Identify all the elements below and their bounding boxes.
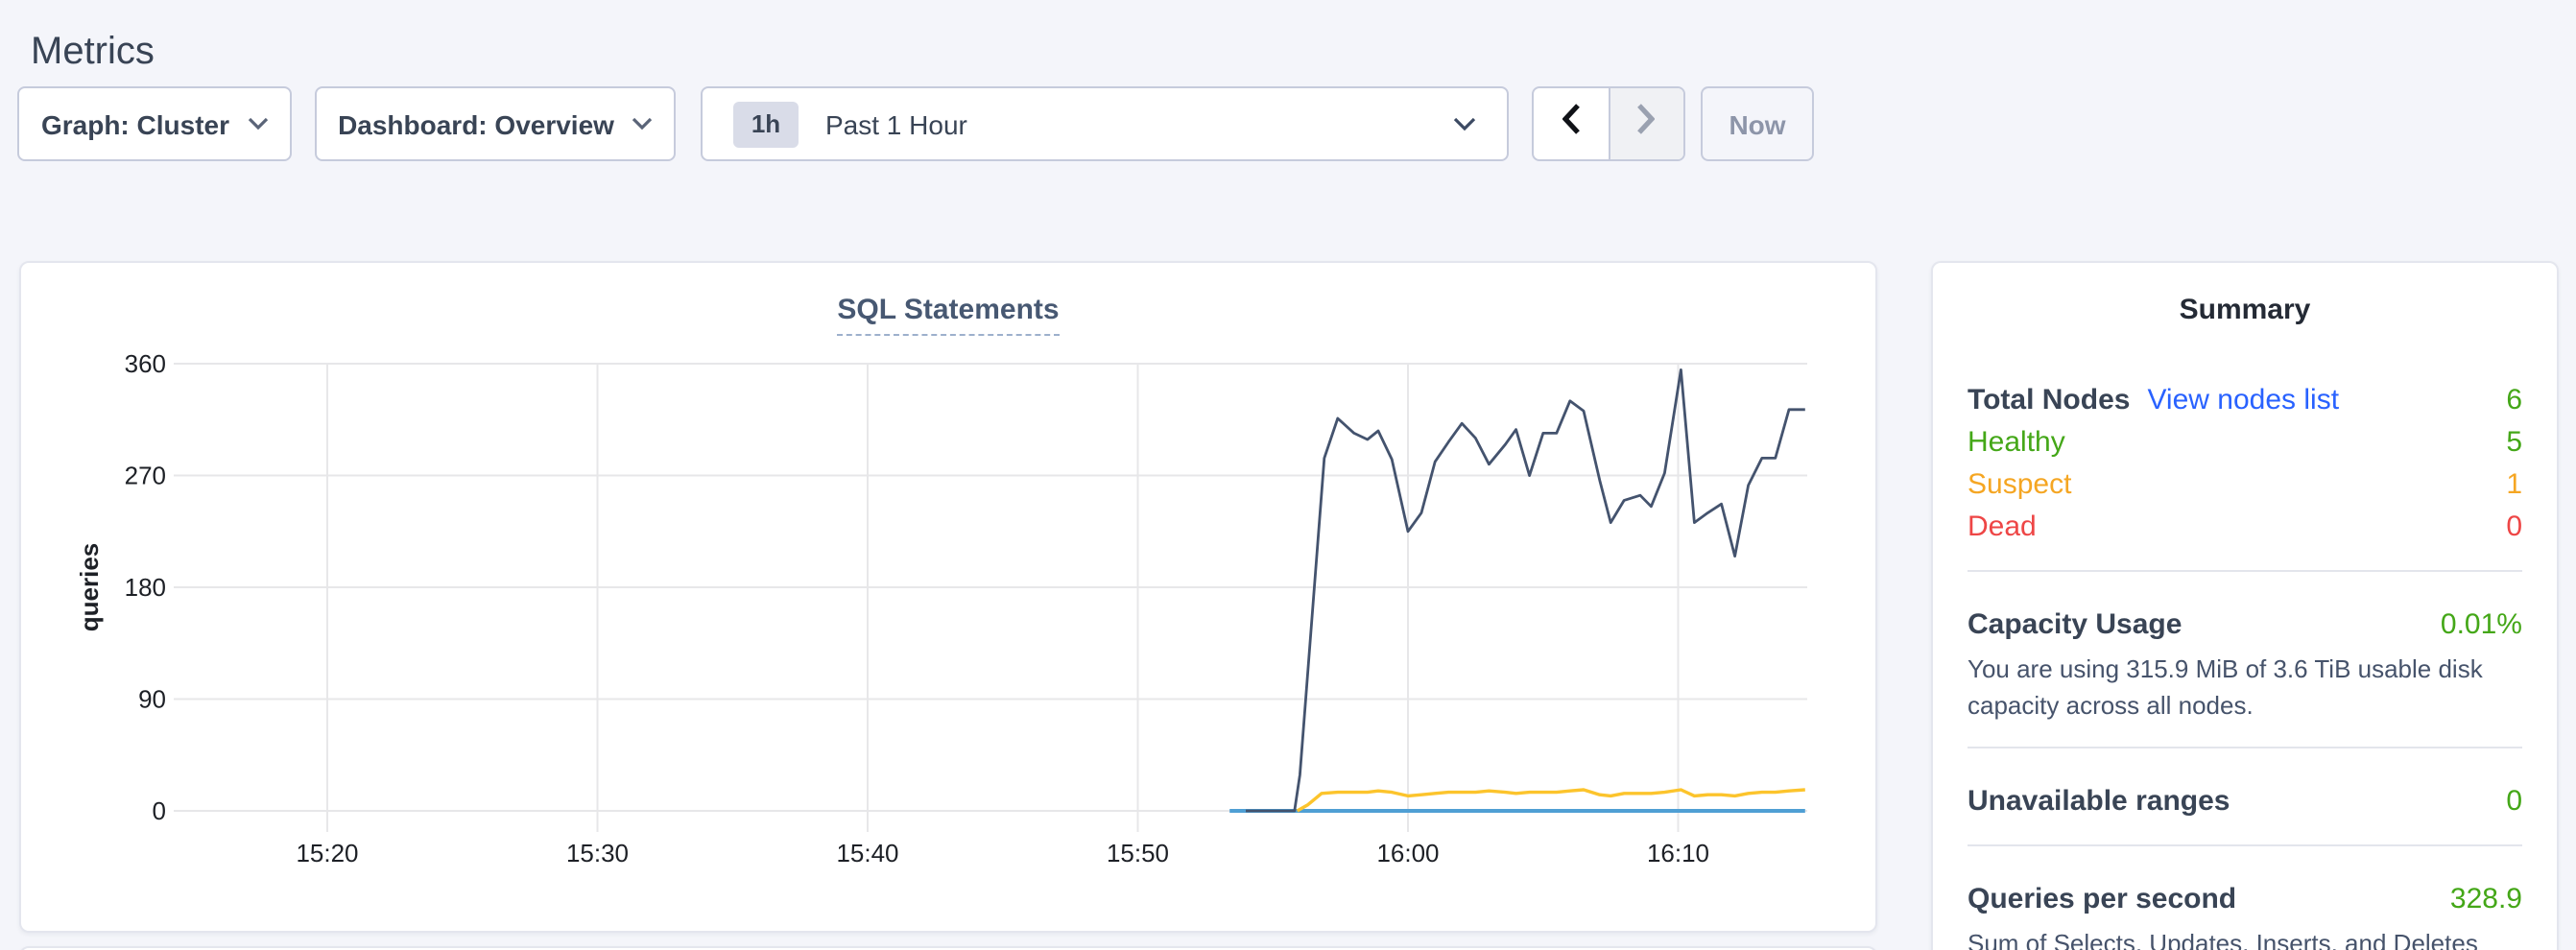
graph-scope-dropdown[interactable]: Graph: Cluster	[17, 86, 292, 161]
chevron-down-icon	[632, 117, 653, 131]
x-tick-label: 16:00	[1376, 839, 1439, 867]
view-nodes-list-link[interactable]: View nodes list	[2147, 383, 2340, 416]
chevron-right-icon	[1637, 104, 1657, 144]
y-tick-label: 90	[138, 685, 166, 714]
next-time-window-button[interactable]	[1610, 88, 1683, 159]
qps-description: Sum of Selects, Updates, Inserts, and De…	[1968, 929, 2478, 950]
total-nodes-row: Total Nodes View nodes list 6	[1968, 378, 2522, 420]
healthy-value: 5	[2506, 425, 2522, 458]
x-tick-label: 15:40	[836, 839, 898, 867]
suspect-value: 1	[2506, 467, 2522, 500]
x-tick-label: 15:20	[296, 839, 358, 867]
unavailable-ranges-row: Unavailable ranges 0	[1968, 779, 2522, 821]
qps-section: Queries per second 328.9 Sum of Selects,…	[1968, 869, 2522, 950]
summary-panel: Summary Total Nodes View nodes list 6 He…	[1931, 261, 2559, 950]
total-nodes-value: 6	[2506, 383, 2522, 416]
x-tick-label: 15:30	[566, 839, 629, 867]
time-window-label: Past 1 Hour	[825, 108, 967, 139]
unavailable-ranges-value: 0	[2506, 784, 2522, 817]
sql-statements-chart-card: 0 90 180 270 360 15:20 15:30 15:40 15:50 16:00 16:…	[19, 261, 1877, 933]
qps-label: Queries per second	[1968, 882, 2237, 914]
y-tick-label: 180	[125, 573, 166, 602]
summary-title: Summary	[2179, 294, 2311, 326]
total-nodes-label: Total Nodes	[1968, 383, 2131, 416]
healthy-nodes-row: Healthy 5	[1968, 420, 2522, 463]
healthy-label: Healthy	[1968, 425, 2065, 458]
dead-nodes-row: Dead 0	[1968, 505, 2522, 547]
y-tick-label: 270	[125, 462, 166, 490]
capacity-section: Capacity Usage 0.01% You are using 315.9…	[1968, 595, 2522, 724]
y-tick-label: 360	[125, 349, 166, 378]
now-button[interactable]: Now	[1701, 86, 1814, 161]
divider	[1968, 570, 2522, 572]
series-navy-line	[1246, 368, 1805, 813]
now-button-label: Now	[1729, 108, 1786, 139]
series-yellow-line	[1296, 788, 1805, 813]
y-tick-label: 0	[153, 796, 166, 825]
chart-title[interactable]: SQL Statements	[837, 294, 1060, 336]
qps-row: Queries per second 328.9	[1968, 877, 2522, 919]
qps-value: 328.9	[2449, 882, 2522, 914]
page-title: Metrics	[31, 31, 155, 74]
time-step-buttons	[1532, 86, 1685, 161]
node-status-rows: Total Nodes View nodes list 6 Healthy 5 …	[1968, 378, 2522, 547]
divider	[1968, 747, 2522, 748]
dashboard-dropdown[interactable]: Dashboard: Overview	[315, 86, 676, 161]
y-axis-label: queries	[75, 543, 104, 632]
graph-scope-label: Graph: Cluster	[40, 108, 229, 139]
unavailable-ranges-section: Unavailable ranges 0	[1968, 772, 2522, 821]
x-tick-label: 15:50	[1107, 839, 1169, 867]
dashboard-label: Dashboard: Overview	[338, 108, 614, 139]
time-window-badge: 1h	[733, 101, 799, 147]
dead-value: 0	[2506, 510, 2522, 542]
summary-content: Summary Total Nodes View nodes list 6 He…	[1933, 263, 2557, 950]
capacity-value: 0.01%	[2440, 607, 2522, 640]
x-tick-label: 16:10	[1647, 839, 1709, 867]
chevron-down-icon	[1453, 116, 1476, 131]
chevron-left-icon	[1561, 104, 1580, 144]
capacity-description: You are using 315.9 MiB of 3.6 TiB usabl…	[1968, 654, 2483, 720]
sql-statements-plot: 0 90 180 270 360 15:20 15:30 15:40 15:50 16:00 16:…	[75, 349, 1807, 867]
capacity-label: Capacity Usage	[1968, 607, 2182, 640]
next-chart-card-edge	[19, 946, 1877, 950]
suspect-nodes-row: Suspect 1	[1968, 463, 2522, 505]
capacity-row: Capacity Usage 0.01%	[1968, 603, 2522, 645]
dead-label: Dead	[1968, 510, 2037, 542]
chevron-down-icon	[247, 117, 268, 131]
unavailable-ranges-label: Unavailable ranges	[1968, 784, 2230, 817]
previous-time-window-button[interactable]	[1534, 88, 1610, 159]
divider	[1968, 844, 2522, 846]
suspect-label: Suspect	[1968, 467, 2072, 500]
time-window-dropdown[interactable]: 1h Past 1 Hour	[701, 86, 1509, 161]
chart-title-wrap: SQL Statements	[21, 294, 1875, 336]
